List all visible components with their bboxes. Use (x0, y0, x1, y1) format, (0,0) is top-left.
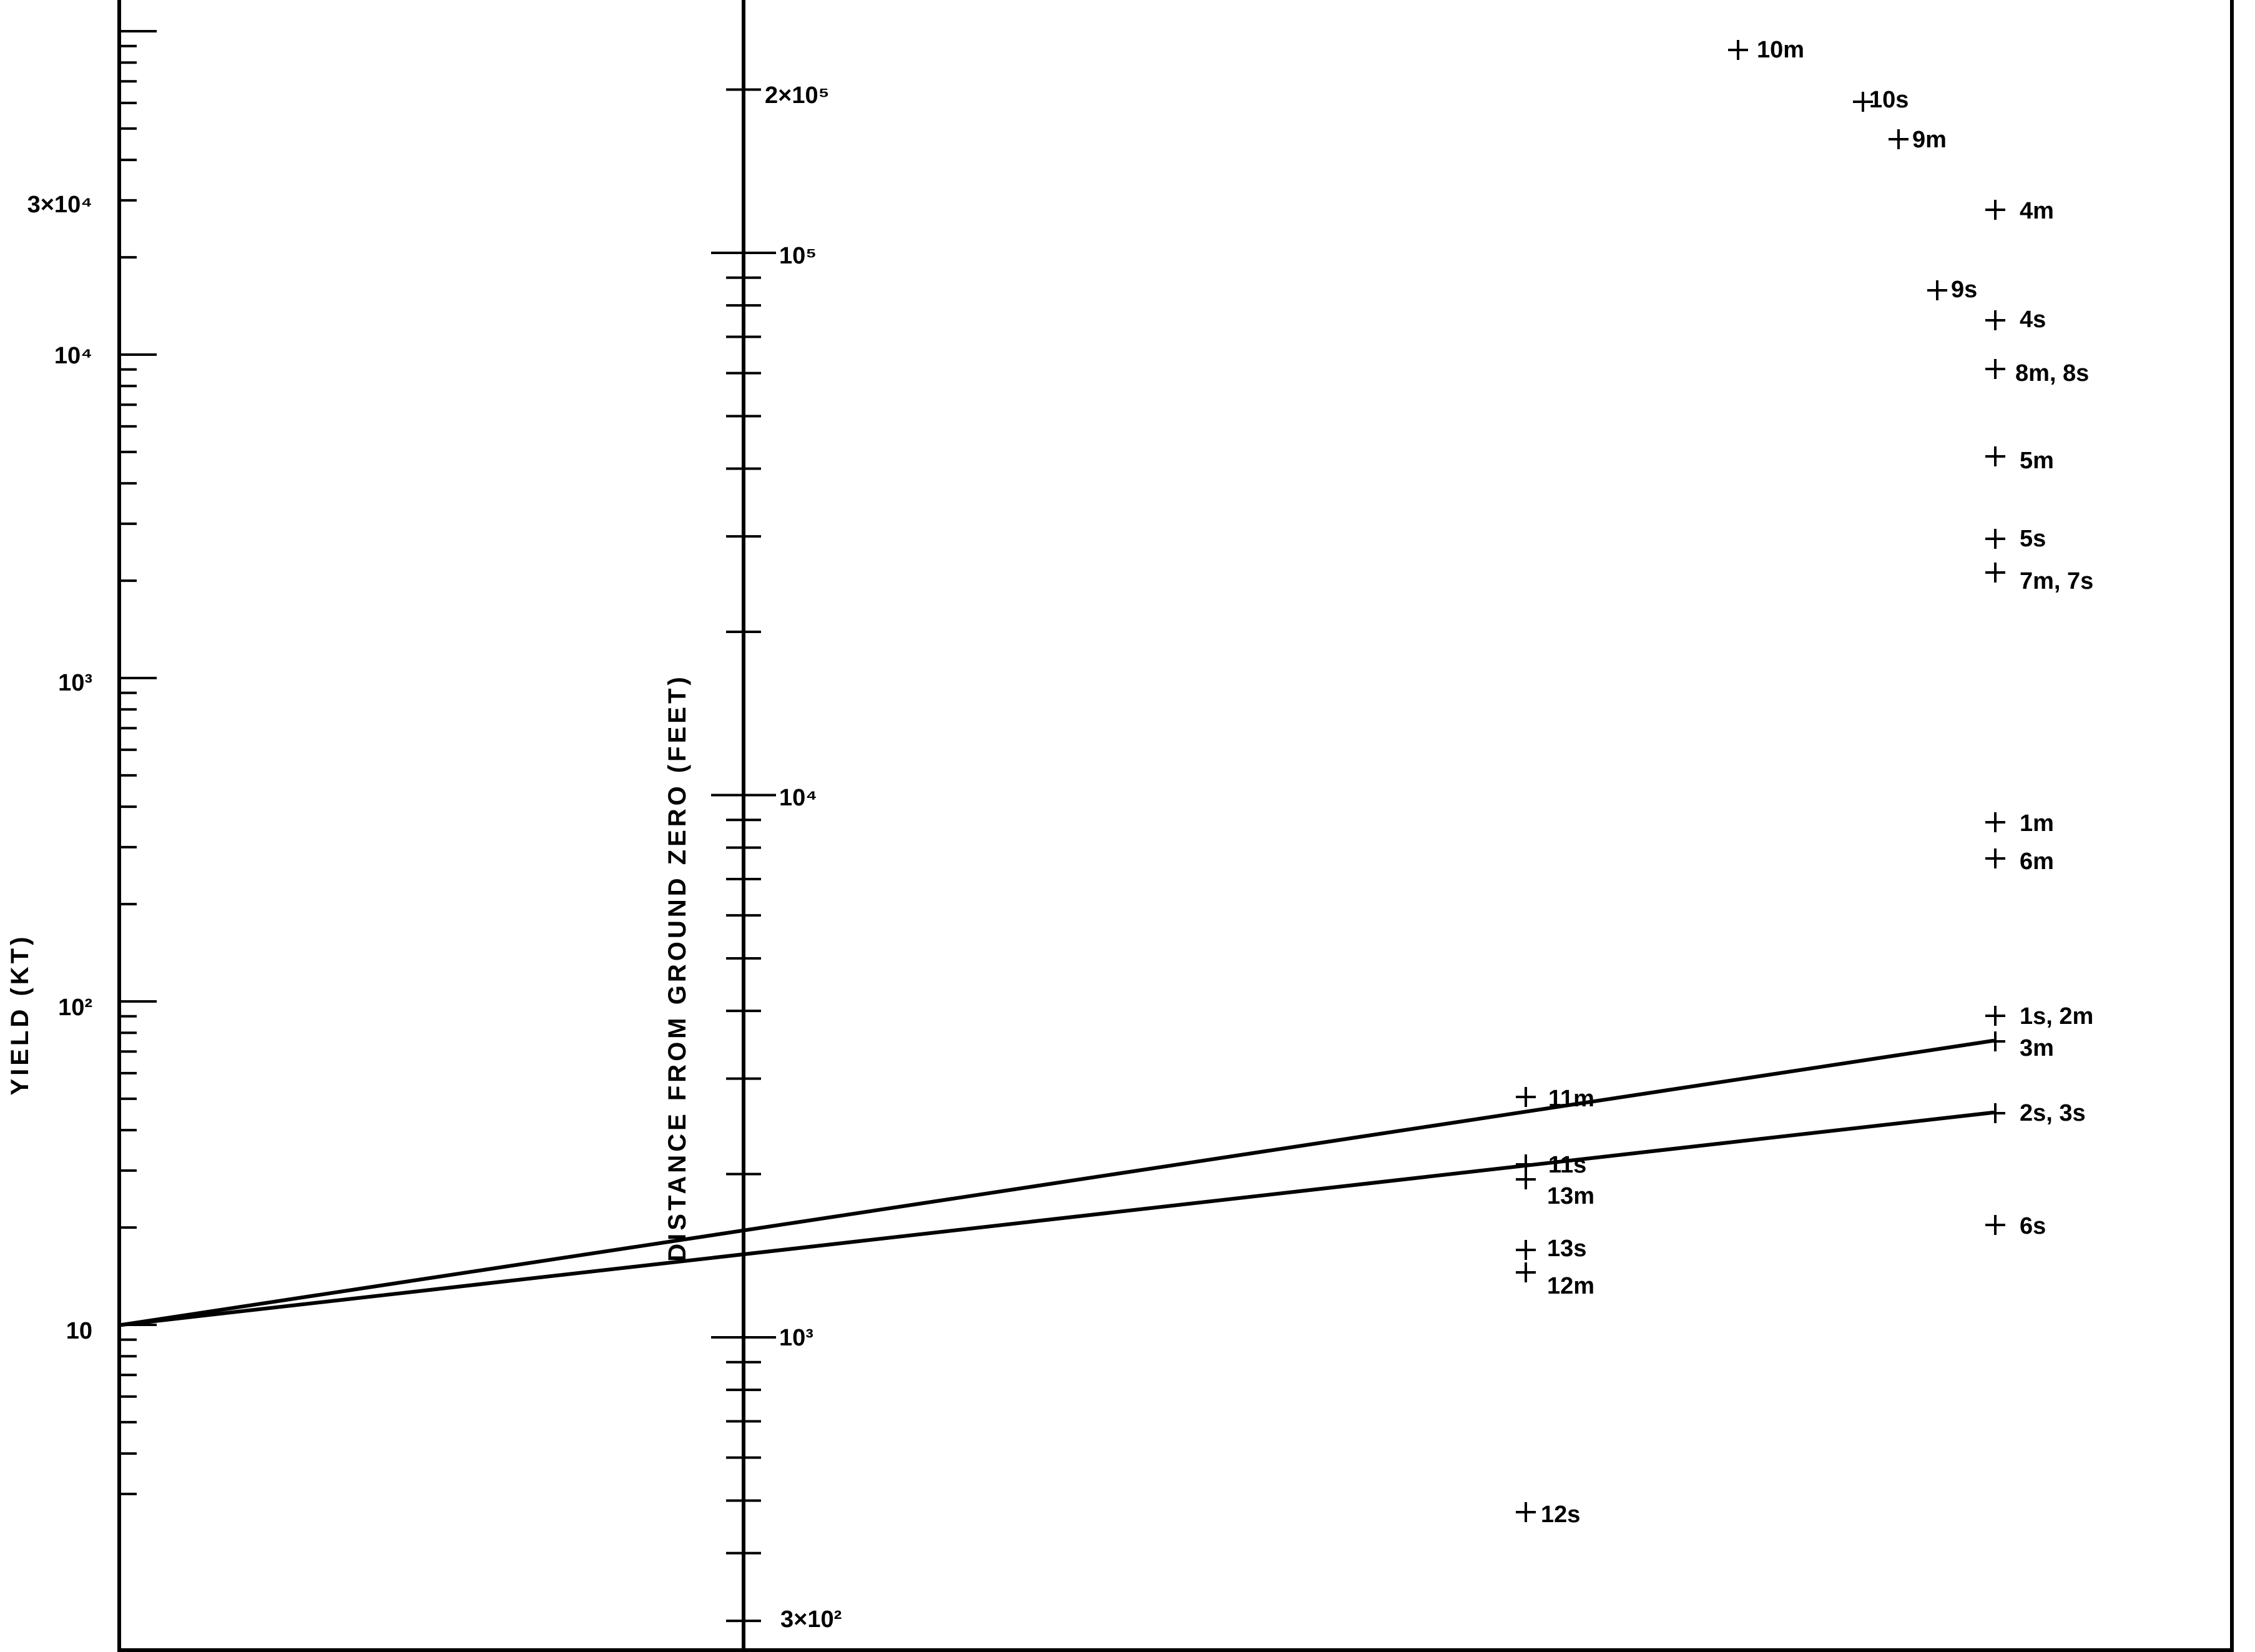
nomogram-lines (120, 1039, 1995, 1327)
yield-tick-label: 3×10⁴ (27, 192, 92, 218)
yield-axis-ticks (119, 30, 157, 1495)
point-label: 6m (2020, 848, 2054, 875)
point-label: 13s (1547, 1236, 1586, 1262)
point-label: 4m (2020, 198, 2054, 224)
distance-axis-title: DISTANCE FROM GROUND ZERO (FEET) (664, 674, 691, 1261)
point-label: 9s (1951, 277, 1977, 303)
point-label: 7m, 7s (2020, 568, 2093, 594)
point-3m: 3m (1985, 1031, 2054, 1061)
point-6s: 6s (1985, 1213, 2046, 1239)
distance-tick-label: 3×10² (780, 1606, 842, 1633)
point-label: 6s (2020, 1213, 2046, 1239)
point-9s: 9s (1927, 277, 1977, 303)
point-13m: 13m (1516, 1169, 1594, 1209)
point-10m: 10m (1728, 37, 1804, 63)
nomogram-line-2s-3s (120, 1111, 1995, 1327)
point-label: 8m, 8s (2015, 360, 2089, 386)
yield-axis-title: YIELD (KT) (6, 934, 34, 1096)
distance-tick-label: 10³ (779, 1325, 813, 1351)
point-5m: 5m (1985, 446, 2054, 474)
point-6m: 6m (1985, 848, 2054, 875)
point-10s: 10s (1853, 87, 1909, 113)
data-points: 10m 10s 9m 4m 9s 4s 8m, 8s 5m 5s 7m, 7s … (1516, 37, 2093, 1528)
point-label: 2s, 3s (2020, 1100, 2086, 1126)
point-7m-7s: 7m, 7s (1985, 563, 2093, 594)
yield-tick-label: 10² (58, 995, 92, 1021)
yield-tick-label: 10³ (58, 670, 92, 696)
point-label: 3m (2020, 1035, 2054, 1061)
point-8m-8s: 8m, 8s (1985, 359, 2089, 386)
point-label: 1s, 2m (2020, 1003, 2093, 1030)
yield-tick-label: 10 (66, 1318, 92, 1344)
point-12m: 12m (1516, 1262, 1594, 1299)
point-4s: 4s (1985, 307, 2046, 333)
distance-tick-label: 2×10⁵ (765, 82, 829, 109)
distance-axis-tick-labels: 2×10⁵ 10⁵ 10⁴ 10³ 3×10² (765, 82, 842, 1633)
chart-frame (117, 0, 2234, 1652)
point-label: 5s (2020, 526, 2046, 552)
distance-tick-label: 10⁴ (779, 785, 817, 811)
point-label: 10s (1869, 87, 1909, 113)
point-5s: 5s (1985, 526, 2046, 552)
point-label: 10m (1757, 37, 1804, 63)
point-1s-2m: 1s, 2m (1985, 1003, 2093, 1030)
point-label: 5m (2020, 448, 2054, 474)
point-label: 13m (1547, 1183, 1594, 1209)
point-12s: 12s (1516, 1502, 1580, 1528)
point-1m: 1m (1985, 810, 2054, 837)
point-9m: 9m (1889, 127, 1947, 153)
point-label: 12m (1547, 1273, 1594, 1299)
point-label: 12s (1541, 1502, 1580, 1528)
point-label: 9m (1912, 127, 1947, 153)
point-label: 11s (1548, 1152, 1586, 1178)
distance-axis-ticks (711, 88, 776, 1623)
yield-tick-label: 10⁴ (54, 343, 92, 369)
point-11m: 11m (1516, 1086, 1594, 1112)
nomogram-line-3m (120, 1039, 1995, 1327)
point-label: 11m (1548, 1086, 1594, 1112)
point-13s: 13s (1516, 1236, 1586, 1262)
point-2s-3s: 2s, 3s (1985, 1100, 2086, 1126)
point-label: 1m (2020, 810, 2054, 837)
yield-axis-tick-labels: 3×10⁴ 10⁴ 10³ 10² 10 (27, 192, 92, 1344)
point-label: 4s (2020, 307, 2046, 333)
distance-tick-label: 10⁵ (779, 243, 817, 269)
point-4m: 4m (1985, 198, 2054, 224)
